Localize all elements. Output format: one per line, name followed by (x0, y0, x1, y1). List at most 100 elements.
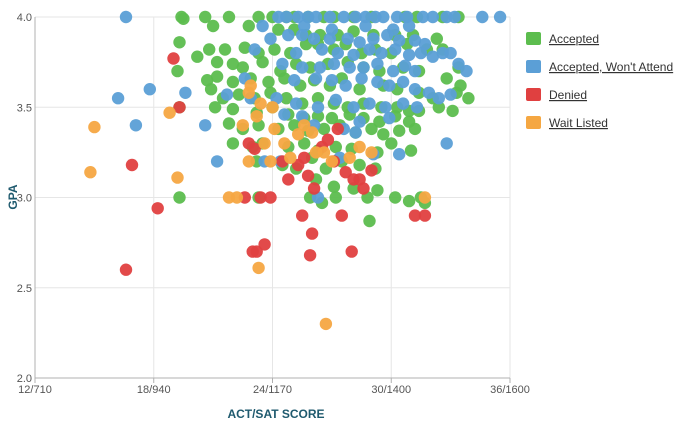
point-series0-153 (402, 194, 416, 208)
point-series1-94 (129, 119, 143, 132)
point-series1-80 (311, 101, 325, 114)
point-series0-102 (325, 111, 339, 125)
point-series0-47 (210, 55, 224, 69)
point-series2-6 (248, 142, 261, 155)
point-series2-2 (125, 158, 139, 172)
point-series0-121 (226, 137, 240, 150)
point-series1-59 (398, 59, 412, 72)
point-series0-142 (347, 182, 360, 195)
point-series0-149 (389, 191, 402, 204)
point-series1-26 (264, 32, 277, 45)
point-series0-67 (262, 75, 275, 89)
point-series1-79 (290, 97, 303, 110)
point-series0-2 (199, 10, 212, 24)
y-tick-label-2: 3.0 (17, 193, 32, 205)
x-tick-label-2: 24/1170 (253, 384, 292, 396)
point-series1-66 (325, 74, 339, 87)
point-series3-13 (278, 137, 291, 150)
point-series0-81 (232, 88, 246, 101)
point-series0-17 (206, 19, 220, 33)
point-series1-61 (452, 57, 465, 71)
point-series1-82 (347, 101, 360, 114)
point-series0-141 (327, 180, 341, 193)
point-series1-56 (357, 61, 370, 74)
point-series0-60 (440, 72, 453, 85)
point-series1-28 (296, 28, 309, 42)
point-series3-14 (284, 151, 297, 164)
point-series1-29 (307, 32, 321, 45)
point-series3-12 (268, 122, 281, 136)
point-series1-17 (448, 10, 461, 24)
point-series0-105 (373, 115, 386, 128)
point-series2-21 (339, 166, 352, 179)
point-series3-7 (236, 119, 249, 132)
point-series0-96 (226, 102, 240, 116)
point-series1-33 (367, 32, 380, 45)
point-series1-85 (396, 97, 410, 110)
point-series0-79 (204, 83, 218, 96)
legend-label-0: Accepted (549, 32, 599, 46)
point-series1-32 (353, 36, 366, 49)
legend-swatch-0 (526, 32, 541, 45)
point-series2-26 (305, 227, 319, 240)
point-series1-12 (391, 10, 404, 24)
y-tick-label-3: 3.5 (17, 102, 32, 114)
x-axis-title: ACT/SAT SCORE (227, 407, 324, 421)
legend: Accepted Accepted, Won't Attend Denied Wait… (526, 32, 673, 130)
point-series0-62 (171, 64, 184, 78)
point-series0-48 (226, 57, 240, 71)
point-series1-18 (476, 10, 489, 24)
point-series0-73 (353, 83, 366, 96)
point-series1-3 (292, 10, 305, 24)
point-series0-131 (404, 144, 418, 157)
point-series1-8 (349, 10, 362, 24)
x-tick-label-1: 18/940 (137, 384, 171, 396)
point-series0-119 (393, 124, 406, 137)
point-series1-14 (416, 10, 430, 24)
point-series1-64 (288, 74, 301, 87)
point-series1-84 (379, 101, 392, 114)
point-series0-49 (236, 61, 249, 74)
point-series1-46 (402, 48, 416, 62)
point-series0-158 (446, 104, 459, 118)
point-series1-81 (329, 93, 342, 107)
point-series0-152 (363, 214, 376, 228)
point-series0-156 (462, 92, 475, 105)
point-series3-15 (292, 128, 305, 141)
point-series0-84 (280, 92, 293, 105)
point-series3-27 (319, 317, 333, 331)
point-series1-55 (343, 61, 356, 74)
point-series3-22 (325, 155, 339, 168)
point-series1-57 (371, 57, 384, 71)
point-series0-144 (173, 191, 186, 204)
point-series1-19 (493, 10, 507, 24)
x-tick-label-4: 36/1600 (490, 384, 530, 396)
point-series0-114 (317, 122, 331, 136)
point-series3-3 (163, 106, 176, 119)
point-series1-54 (327, 57, 341, 71)
point-series0-147 (329, 191, 342, 204)
point-series0-64 (210, 70, 224, 83)
point-series1-93 (383, 111, 396, 125)
point-series1-41 (331, 46, 344, 60)
point-series1-38 (248, 43, 261, 56)
point-series1-7 (337, 10, 350, 24)
point-series1-25 (402, 19, 416, 33)
point-series2-0 (167, 52, 180, 65)
point-series3-26 (252, 261, 265, 275)
data-points (84, 10, 507, 331)
point-series1-43 (363, 43, 376, 56)
point-series1-68 (355, 72, 368, 85)
point-series2-32 (418, 209, 432, 222)
point-series1-44 (375, 46, 388, 60)
legend-swatch-3 (526, 116, 541, 129)
point-series1-6 (323, 10, 337, 24)
point-series1-60 (408, 64, 422, 78)
point-series2-30 (365, 164, 378, 177)
point-series1-58 (387, 64, 400, 78)
point-series0-1 (177, 12, 190, 25)
point-series3-29 (309, 146, 323, 159)
point-series3-9 (250, 110, 263, 123)
point-series1-34 (381, 28, 394, 42)
point-series3-18 (266, 101, 279, 114)
